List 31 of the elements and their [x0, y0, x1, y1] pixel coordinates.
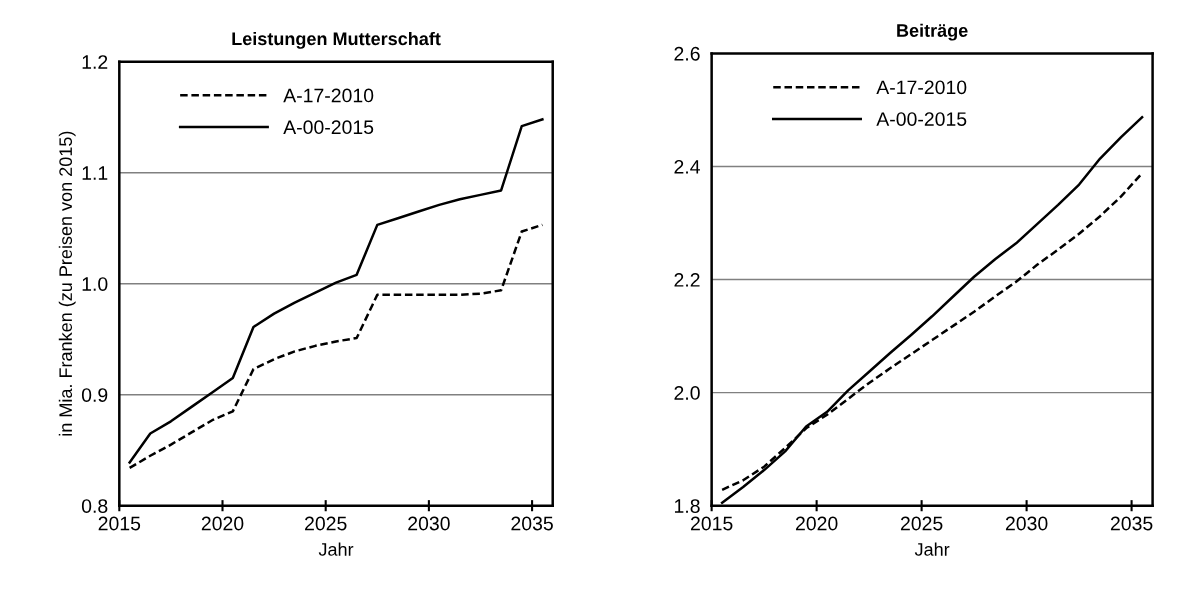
legend-label: A-17-2010 — [876, 80, 967, 95]
legend-label: A-17-2010 — [283, 88, 374, 103]
y-tick-label: 2.4 — [674, 159, 700, 174]
chart-title: Leistungen Mutterschaft — [232, 31, 441, 49]
line-series — [128, 223, 544, 470]
x-tick-label: 2030 — [408, 516, 450, 531]
x-axis-title: Jahr — [914, 542, 950, 556]
x-tick-label: 2035 — [511, 516, 553, 531]
line-series — [128, 118, 544, 464]
y-tick-label: 2.6 — [674, 46, 700, 61]
x-tick-label: 2020 — [201, 516, 244, 531]
y-tick-label: 1.8 — [674, 499, 700, 513]
y-tick-label: 0.8 — [81, 499, 108, 513]
chart-title: Beiträge — [897, 23, 968, 41]
y-tick-label: 1.0 — [82, 277, 108, 291]
legend-label: A-00-2015 — [283, 120, 374, 135]
x-tick-label: 2015 — [98, 516, 141, 531]
x-tick-label: 2015 — [691, 516, 733, 531]
legend-label: A-00-2015 — [876, 112, 967, 126]
y-tick-label: 1.1 — [82, 166, 108, 180]
x-tick-label: 2030 — [1005, 516, 1048, 531]
x-tick-label: 2020 — [795, 516, 838, 531]
x-axis-title: Jahr — [318, 542, 354, 556]
y-tick-label: 1.2 — [82, 55, 108, 69]
y-tick-label: 2.0 — [674, 386, 700, 400]
y-axis-title: in Mia. Franken (zu Preisen von 2015) — [58, 131, 76, 436]
x-tick-label: 2035 — [1110, 516, 1153, 531]
y-tick-label: 0.9 — [81, 388, 108, 402]
x-tick-label: 2025 — [305, 516, 347, 531]
y-tick-label: 2.2 — [674, 273, 700, 287]
x-tick-label: 2025 — [900, 516, 943, 531]
